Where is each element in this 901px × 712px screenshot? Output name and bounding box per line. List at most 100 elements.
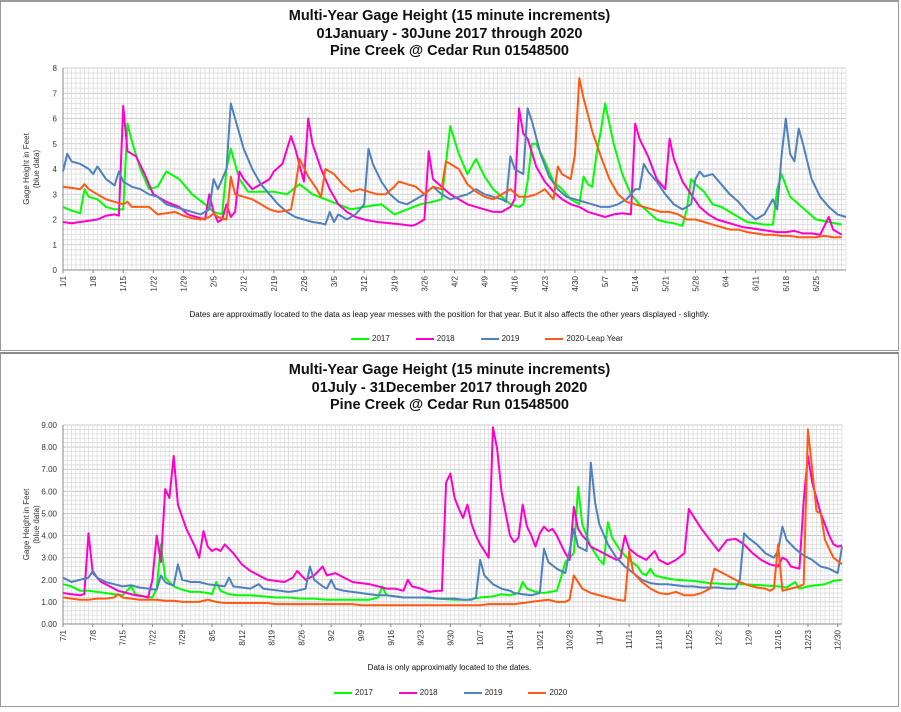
legend-item: 2018 — [398, 688, 438, 697]
x-tick-label: 4/16 — [511, 275, 520, 291]
chart-title-line-2: 01January - 30June 2017 through 2020 — [316, 25, 583, 42]
x-tick-label: 4/2 — [451, 275, 460, 287]
legend-label: 2019 — [484, 688, 503, 697]
x-tick-label: 8/5 — [208, 629, 217, 641]
y-tick-label: 4 — [53, 165, 58, 174]
y-tick-label: 9.00 — [41, 421, 57, 430]
chart-note: Data is only approximatly located to the… — [367, 663, 532, 672]
x-tick-label: 7/1 — [59, 629, 68, 641]
x-tick-label: 1/8 — [89, 275, 98, 287]
y-tick-label: 7 — [53, 89, 58, 98]
grid — [62, 67, 847, 271]
legend-item: 2017 — [334, 688, 373, 697]
series-line-2020-leap-year — [62, 77, 842, 239]
y-axis-label: Gage Height in Feet(blue data) — [22, 488, 41, 560]
x-tick-label: 5/28 — [691, 275, 700, 291]
chart-note: Dates are approximatly located to the da… — [189, 310, 710, 319]
x-tick-label: 6/18 — [782, 275, 791, 291]
y-tick-label: 5 — [53, 140, 58, 149]
legend-swatch — [528, 691, 547, 694]
x-tick-label: 12/16 — [774, 629, 783, 650]
x-tick-label: 4/23 — [541, 275, 550, 291]
x-tick-label: 7/8 — [89, 629, 98, 641]
x-tick-label: 2/19 — [270, 275, 279, 291]
x-tick-label: 12/23 — [804, 629, 813, 650]
y-tick-label: 2.00 — [41, 576, 57, 585]
chart-plot-jul-dec: 0.00 1.00 2.00 3.00 4.00 5.00 6.00 7.00 8.00 9.00… — [22, 421, 843, 650]
y-tick-label: 4.00 — [41, 532, 57, 541]
x-tick-label: 2/5 — [210, 275, 219, 287]
x-tick-label: 9/23 — [417, 629, 426, 645]
x-tick-label: 1/22 — [149, 275, 158, 291]
x-tick-label: 1/15 — [119, 275, 128, 291]
x-tick-label: 9/16 — [387, 629, 396, 645]
y-axis-label: Gage Height in Feet(blue data) — [22, 132, 41, 204]
x-tick-label: 10/21 — [536, 629, 545, 650]
series-line-2019 — [62, 102, 847, 226]
legend-label: 2017 — [355, 688, 373, 697]
x-tick-label: 6/25 — [812, 275, 821, 291]
legend-item: 2018 — [415, 334, 455, 343]
x-tick-label: 7/15 — [119, 629, 128, 645]
chart-title-line-3: Pine Creek @ Cedar Run 01548500 — [329, 397, 569, 413]
chart-title-line-2: 01July - 31December 2017 through 2020 — [311, 379, 588, 396]
x-tick-label: 3/26 — [420, 275, 429, 291]
x-tick-label: 3/19 — [390, 275, 399, 291]
x-tick-label: 12/30 — [834, 629, 843, 650]
y-tick-label: 2 — [53, 216, 58, 225]
legend-swatch — [463, 691, 482, 694]
y-tick-label: 1 — [53, 241, 58, 250]
x-tick-label: 11/18 — [655, 629, 664, 649]
x-tick-label: 4/9 — [481, 275, 490, 287]
grid — [62, 424, 843, 625]
y-tick-label: 6 — [53, 115, 58, 124]
x-tick-label: 2/12 — [240, 275, 249, 291]
legend-swatch — [545, 337, 564, 340]
y-tick-label: 1.00 — [41, 598, 57, 607]
legend-item: 2017 — [351, 334, 390, 343]
legend-swatch — [398, 691, 417, 694]
x-tick-label: 11/11 — [625, 629, 634, 648]
y-tick-label: 8.00 — [41, 443, 57, 452]
x-tick-label: 7/29 — [178, 629, 187, 645]
legend-item: 2019 — [480, 334, 520, 343]
legend-swatch — [480, 337, 499, 340]
legend-label: 2020-Leap Year — [566, 334, 623, 343]
x-tick-label: 5/21 — [661, 275, 670, 291]
x-tick-label: 8/26 — [297, 629, 306, 645]
x-tick-label: 5/14 — [631, 275, 640, 291]
y-tick-label: 0 — [53, 266, 58, 275]
y-tick-label: 6.00 — [41, 487, 57, 496]
chart-title-line-1: Multi-Year Gage Height (15 minute increm… — [288, 362, 611, 378]
x-tick-label: 11/25 — [685, 629, 694, 649]
chart-legend: 2017 2018 2019 2020 — [334, 688, 593, 697]
x-tick-label: 9/30 — [446, 629, 455, 645]
legend-swatch — [334, 691, 352, 694]
legend-label: 2020 — [549, 688, 568, 697]
x-tick-label: 3/12 — [360, 275, 369, 291]
legend-label: 2019 — [501, 334, 520, 343]
x-tick-label: 7/22 — [148, 629, 157, 645]
legend-item: 2019 — [463, 688, 503, 697]
series-line-2018 — [62, 104, 843, 236]
chart-title-line-1: Multi-Year Gage Height (15 minute increm… — [288, 8, 611, 24]
series-line-2020 — [62, 428, 843, 607]
x-tick-label: 12/9 — [744, 629, 753, 645]
series-line-2017 — [62, 102, 842, 227]
chart-legend: 2017 2018 2019 2020-Leap Year — [351, 334, 649, 343]
x-tick-label: 6/11 — [752, 275, 761, 291]
chart-plot-jan-jun: 0 1 2 3 4 5 6 7 8 1/1 1/8 1/15 1/22 1/29 2/5 2/12 2/19 2/… — [22, 64, 847, 292]
chart-title: Multi-Year Gage Height (15 minute increm… — [1, 8, 898, 61]
x-tick-label: 11/4 — [595, 629, 604, 645]
legend-label: 2017 — [372, 334, 390, 343]
x-tick-label: 6/4 — [722, 275, 731, 287]
y-tick-label: 7.00 — [41, 465, 57, 474]
x-tick-label: 8/19 — [268, 629, 277, 645]
series-line-2018 — [62, 426, 843, 599]
x-tick-label: 1/29 — [179, 275, 188, 291]
legend-item: 2020 — [528, 688, 567, 697]
x-tick-label: 9/2 — [327, 629, 336, 641]
x-tick-label: 9/9 — [357, 629, 366, 641]
series-line-2019 — [62, 461, 843, 601]
x-tick-label: 12/2 — [715, 629, 724, 645]
